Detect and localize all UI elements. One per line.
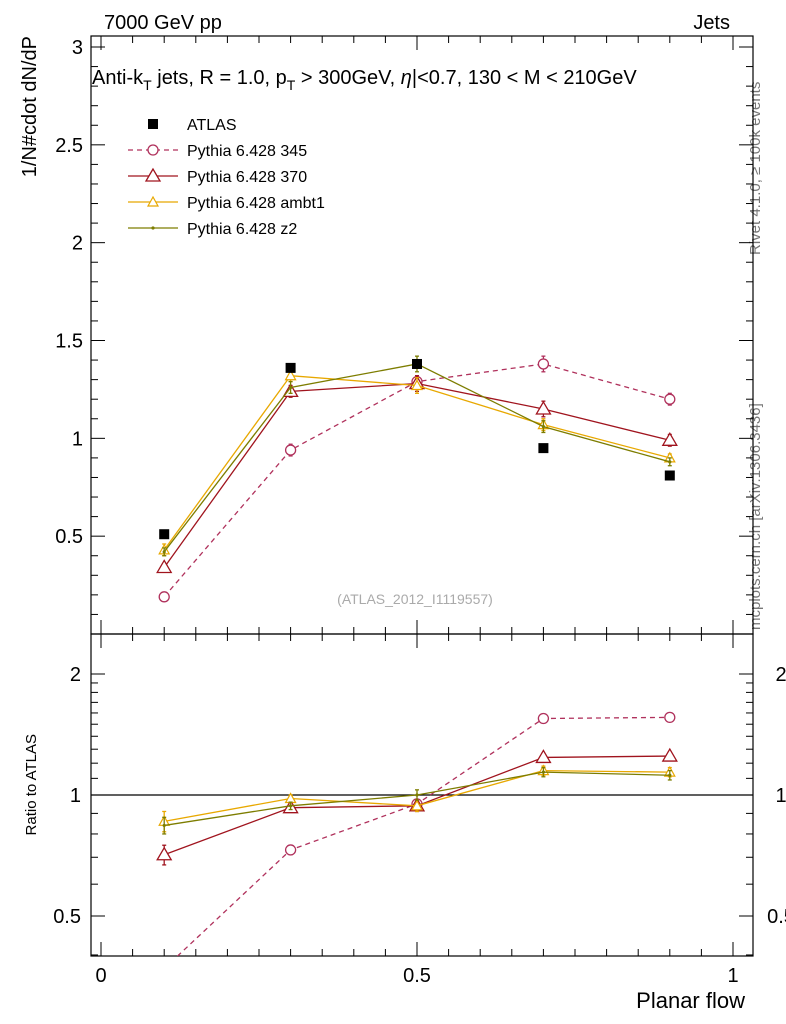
data-point-pythia-6-428-370 xyxy=(156,846,173,861)
data-point-pythia-6-428-z2 xyxy=(415,793,419,797)
data-point-pythia-6-428-z2 xyxy=(668,460,672,464)
x-tick-label: 0 xyxy=(95,965,106,987)
data-point-pythia-6-428-370 xyxy=(535,400,552,415)
legend-marker-atlas xyxy=(148,119,158,129)
main-y-tick-label: 2 xyxy=(72,233,83,255)
data-point-pythia-6-428-345 xyxy=(284,444,297,456)
ratio-y-tick-label-right: 0.5 xyxy=(767,906,786,928)
header-right: Jets xyxy=(693,12,730,34)
data-point-atlas xyxy=(664,470,675,481)
data-point-pythia-6-428-345 xyxy=(284,844,297,856)
ratio-y-tick-label-right: 1 xyxy=(775,785,786,807)
legend-label-pythia-6-428-ambt1: Pythia 6.428 ambt1 xyxy=(187,195,325,212)
main-y-tick-label: 1.5 xyxy=(55,331,83,353)
ratio-y-tick-label: 0.5 xyxy=(53,906,81,928)
legend-label-pythia-6-428-z2: Pythia 6.428 z2 xyxy=(187,221,297,238)
legend-label-pythia-6-428-345: Pythia 6.428 345 xyxy=(187,143,307,160)
series-line-pythia-6-428-370 xyxy=(163,382,670,568)
data-point-pythia-6-428-ambt1 xyxy=(284,369,297,381)
main-y-tick-label: 1 xyxy=(72,428,83,450)
ratio-y-tick-label: 2 xyxy=(70,664,81,686)
data-point-atlas xyxy=(412,358,422,369)
data-point-pythia-6-428-z2 xyxy=(162,823,166,828)
data-point-pythia-6-428-z2 xyxy=(541,770,546,774)
ratio-y-tick-label-right: 2 xyxy=(775,664,786,686)
data-point-pythia-6-428-370 xyxy=(661,747,678,762)
y-axis-title-ratio: Ratio to ATLAS xyxy=(23,734,40,835)
x-tick-label: 0.5 xyxy=(403,965,431,987)
data-point-pythia-6-428-370 xyxy=(661,431,678,446)
data-point-pythia-6-428-ambt1 xyxy=(410,799,424,811)
mcplots-label: mcplots.cern.ch [arXiv:1306.3436] xyxy=(747,403,764,630)
data-point-pythia-6-428-345 xyxy=(158,591,170,603)
series-line-pythia-6-428-345 xyxy=(163,363,670,598)
main-y-tick-label: 3 xyxy=(72,37,83,59)
legend-marker-pythia-6-428-370 xyxy=(144,167,162,182)
data-point-pythia-6-428-345 xyxy=(664,711,676,724)
data-point-pythia-6-428-370 xyxy=(535,749,552,764)
watermark: (ATLAS_2012_I1119557) xyxy=(337,591,493,607)
x-axis-title: Planar flow xyxy=(636,988,745,1013)
data-point-pythia-6-428-345 xyxy=(664,393,676,405)
series-line-pythia-6-428-345 xyxy=(176,716,670,956)
main-y-tick-label: 2.5 xyxy=(55,135,83,157)
data-point-atlas xyxy=(538,443,549,454)
data-point-pythia-6-428-z2 xyxy=(162,550,166,554)
plot-title: Anti-kT jets, R = 1.0, pT > 300GeV, η|<0… xyxy=(92,67,637,93)
legend-marker-pythia-6-428-z2 xyxy=(151,226,155,230)
legend-label-atlas: ATLAS xyxy=(187,117,237,134)
main-y-tick-label: 0.5 xyxy=(55,526,83,548)
legend-marker-pythia-6-428-ambt1 xyxy=(146,195,160,207)
data-point-pythia-6-428-z2 xyxy=(289,385,293,390)
data-point-atlas xyxy=(159,529,170,540)
y-axis-title-main: 1/N#cdot dN/dP xyxy=(19,36,41,177)
data-point-pythia-6-428-z2 xyxy=(668,773,672,777)
data-point-pythia-6-428-z2 xyxy=(289,804,293,808)
rivet-label: Rivet 4.1.0, ≥ 100k events xyxy=(747,82,764,255)
data-point-pythia-6-428-345 xyxy=(537,712,550,725)
data-point-pythia-6-428-345 xyxy=(537,358,550,370)
x-tick-label: 1 xyxy=(727,965,738,987)
legend-label-pythia-6-428-370: Pythia 6.428 370 xyxy=(187,169,307,186)
data-point-atlas xyxy=(285,362,296,373)
ratio-y-tick-label: 1 xyxy=(70,785,81,807)
data-point-pythia-6-428-370 xyxy=(156,559,173,574)
header-left: 7000 GeV pp xyxy=(104,12,222,34)
data-point-pythia-6-428-ambt1 xyxy=(410,379,424,391)
legend-marker-pythia-6-428-345 xyxy=(147,144,159,156)
data-point-pythia-6-428-z2 xyxy=(541,424,546,429)
